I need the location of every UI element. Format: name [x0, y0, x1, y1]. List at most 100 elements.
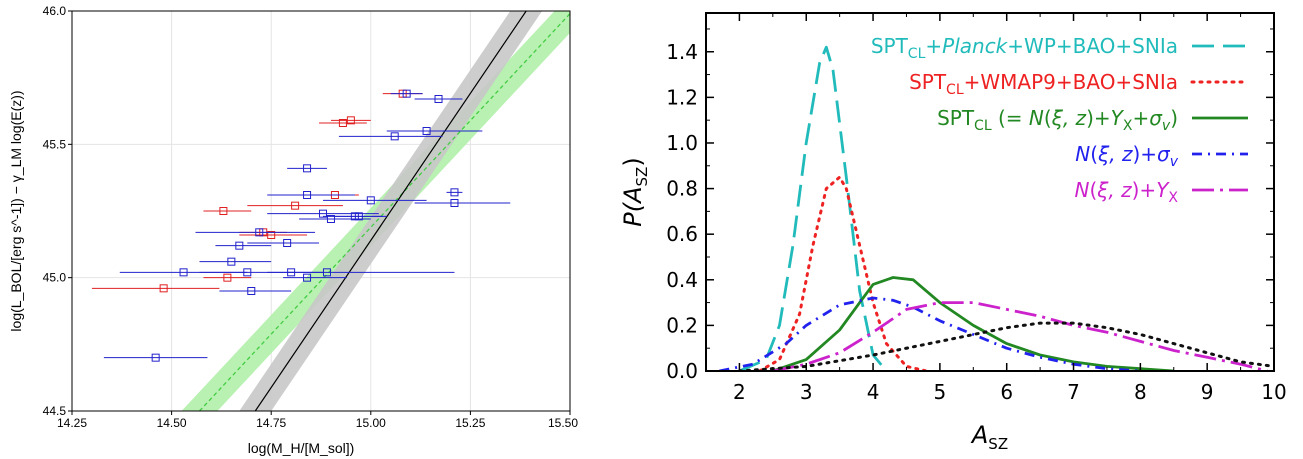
- marker-square: [159, 284, 168, 293]
- x-tick-label: 4: [867, 380, 880, 404]
- legend-entry-3: SPTCL (= N(ξ, z)+YX+σv): [937, 106, 1248, 134]
- x-tick-label: 6: [1000, 380, 1013, 404]
- marker-square: [235, 241, 244, 250]
- red-data-point: [247, 201, 343, 210]
- x-tick-label: 14.75: [256, 416, 286, 430]
- x-axis-label: log(M_H/[M_sol]): [248, 440, 355, 456]
- y-axis-label: P(ASZ): [619, 157, 651, 226]
- marker-square: [326, 215, 335, 223]
- blue-data-point: [215, 241, 272, 250]
- x-tick-label: 14.50: [157, 416, 187, 430]
- legend-entry-1: SPTCL+Planck+WP+BAO+SNIa: [871, 34, 1248, 62]
- plot-area: [91, 11, 570, 411]
- y-tick-label: 0.6: [666, 222, 698, 246]
- y-tick-label: 46.0: [43, 4, 67, 18]
- blue-data-point: [390, 89, 423, 98]
- right-chart-panel: 2 3 4 5 6 7 8 9 10 0.0 0.2 0.4 0.6 0.8 1.0 1.2 1.4 ASZ P(A…: [619, 12, 1287, 453]
- legend-label: N(ξ, z)+σv: [1075, 142, 1178, 170]
- blue-data-point: [199, 257, 272, 266]
- legend-label: SPTCL+WMAP9+BAO+SNIa: [909, 70, 1178, 98]
- marker-square: [303, 164, 312, 173]
- red-data-point: [203, 273, 252, 282]
- series-line-1: [738, 45, 888, 371]
- black-fit-line: [254, 11, 527, 411]
- marker-square: [450, 188, 459, 197]
- marker-square: [223, 273, 232, 282]
- x-tick-label: 2: [733, 380, 746, 404]
- series-line-6: [737, 321, 1274, 371]
- legend-label: SPTCL+Planck+WP+BAO+SNIa: [871, 34, 1178, 62]
- y-axis-label: log(L_BOL/[erg s^-1]) − γ_LM log(E(z)): [8, 90, 24, 331]
- blue-data-point: [322, 196, 427, 205]
- y-tick-label: 0.0: [666, 359, 698, 383]
- x-tick-label: 15.00: [356, 416, 386, 430]
- blue-data-point: [287, 268, 455, 277]
- legend-entry-2: SPTCL+WMAP9+BAO+SNIa: [909, 70, 1250, 98]
- marker-square: [354, 212, 363, 221]
- x-axis-label: ASZ: [970, 421, 1008, 453]
- blue-data-point: [283, 273, 347, 282]
- x-tick-label: 8: [1134, 380, 1147, 404]
- blue-data-point: [267, 191, 355, 199]
- y-tick-label: 45.5: [43, 137, 67, 151]
- marker-square: [219, 207, 228, 215]
- marker-square: [247, 287, 256, 295]
- marker-square: [366, 196, 375, 205]
- y-tick-label: 1.0: [666, 131, 698, 155]
- marker-square: [283, 239, 292, 247]
- x-tick-label: 3: [800, 380, 813, 404]
- blue-data-point: [103, 353, 208, 362]
- blue-data-point: [414, 95, 463, 103]
- left-chart-panel: 14.25 14.50 14.75 15.00 15.25 15.50 44.5 45.0 45…: [8, 4, 578, 456]
- marker-square: [227, 257, 236, 266]
- legend-label: SPTCL (= N(ξ, z)+YX+σv): [937, 106, 1178, 134]
- red-data-point: [330, 116, 371, 125]
- y-tick-label: 44.5: [43, 404, 67, 418]
- marker-square: [434, 95, 443, 103]
- x-tick-label: 9: [1201, 380, 1214, 404]
- x-tick-label: 15.50: [548, 416, 578, 430]
- x-tick-label: 7: [1067, 380, 1080, 404]
- marker-square: [243, 268, 252, 277]
- series-line-3: [772, 276, 1174, 371]
- blue-data-point: [446, 188, 463, 197]
- plot-frame: [705, 12, 1275, 372]
- x-tick-label: 14.25: [57, 416, 87, 430]
- legend-entry-4: N(ξ, z)+σv: [1075, 142, 1248, 170]
- y-tick-label: 1.2: [666, 85, 698, 109]
- marker-square: [291, 201, 300, 210]
- y-tick-label: 1.4: [666, 40, 698, 64]
- marker-square: [179, 268, 188, 277]
- marker-square: [390, 132, 399, 141]
- x-tick-label: 5: [934, 380, 947, 404]
- marker-square: [450, 199, 459, 207]
- marker-square: [318, 209, 327, 218]
- red-data-point: [239, 231, 308, 239]
- plot-area: [719, 45, 1274, 371]
- y-tick-label: 0.2: [666, 313, 698, 337]
- marker-square: [255, 228, 264, 237]
- plot-frame: [71, 10, 571, 412]
- marker-square: [322, 268, 331, 277]
- x-tick-label: 15.25: [455, 416, 485, 430]
- blue-data-point: [247, 239, 320, 247]
- blue-data-point: [414, 199, 511, 207]
- blue-data-point: [287, 164, 327, 173]
- marker-square: [402, 89, 411, 98]
- marker-square: [346, 116, 355, 125]
- marker-square: [267, 231, 276, 239]
- blue-data-point: [219, 287, 292, 295]
- red-data-point: [91, 284, 220, 293]
- marker-square: [151, 353, 160, 362]
- x-tick-label: 10: [1261, 380, 1286, 404]
- series-line-5: [772, 301, 1268, 371]
- y-tick-label: 45.0: [43, 271, 67, 285]
- blue-data-point: [386, 127, 483, 135]
- marker-square: [338, 119, 347, 127]
- red-data-point: [203, 207, 252, 215]
- legend-entry-5: N(ξ, z)+YX: [1074, 178, 1248, 206]
- blue-data-point: [195, 228, 316, 237]
- series-line-2: [758, 175, 928, 371]
- y-tick-label: 0.8: [666, 177, 698, 201]
